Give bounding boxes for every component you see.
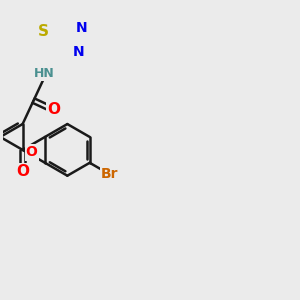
Text: O: O	[16, 164, 29, 179]
Text: O: O	[47, 102, 60, 117]
Text: S: S	[38, 24, 48, 39]
Text: N: N	[73, 45, 85, 59]
Text: HN: HN	[34, 67, 55, 80]
Text: O: O	[26, 146, 38, 160]
Text: N: N	[76, 21, 88, 35]
Text: Br: Br	[101, 167, 118, 182]
